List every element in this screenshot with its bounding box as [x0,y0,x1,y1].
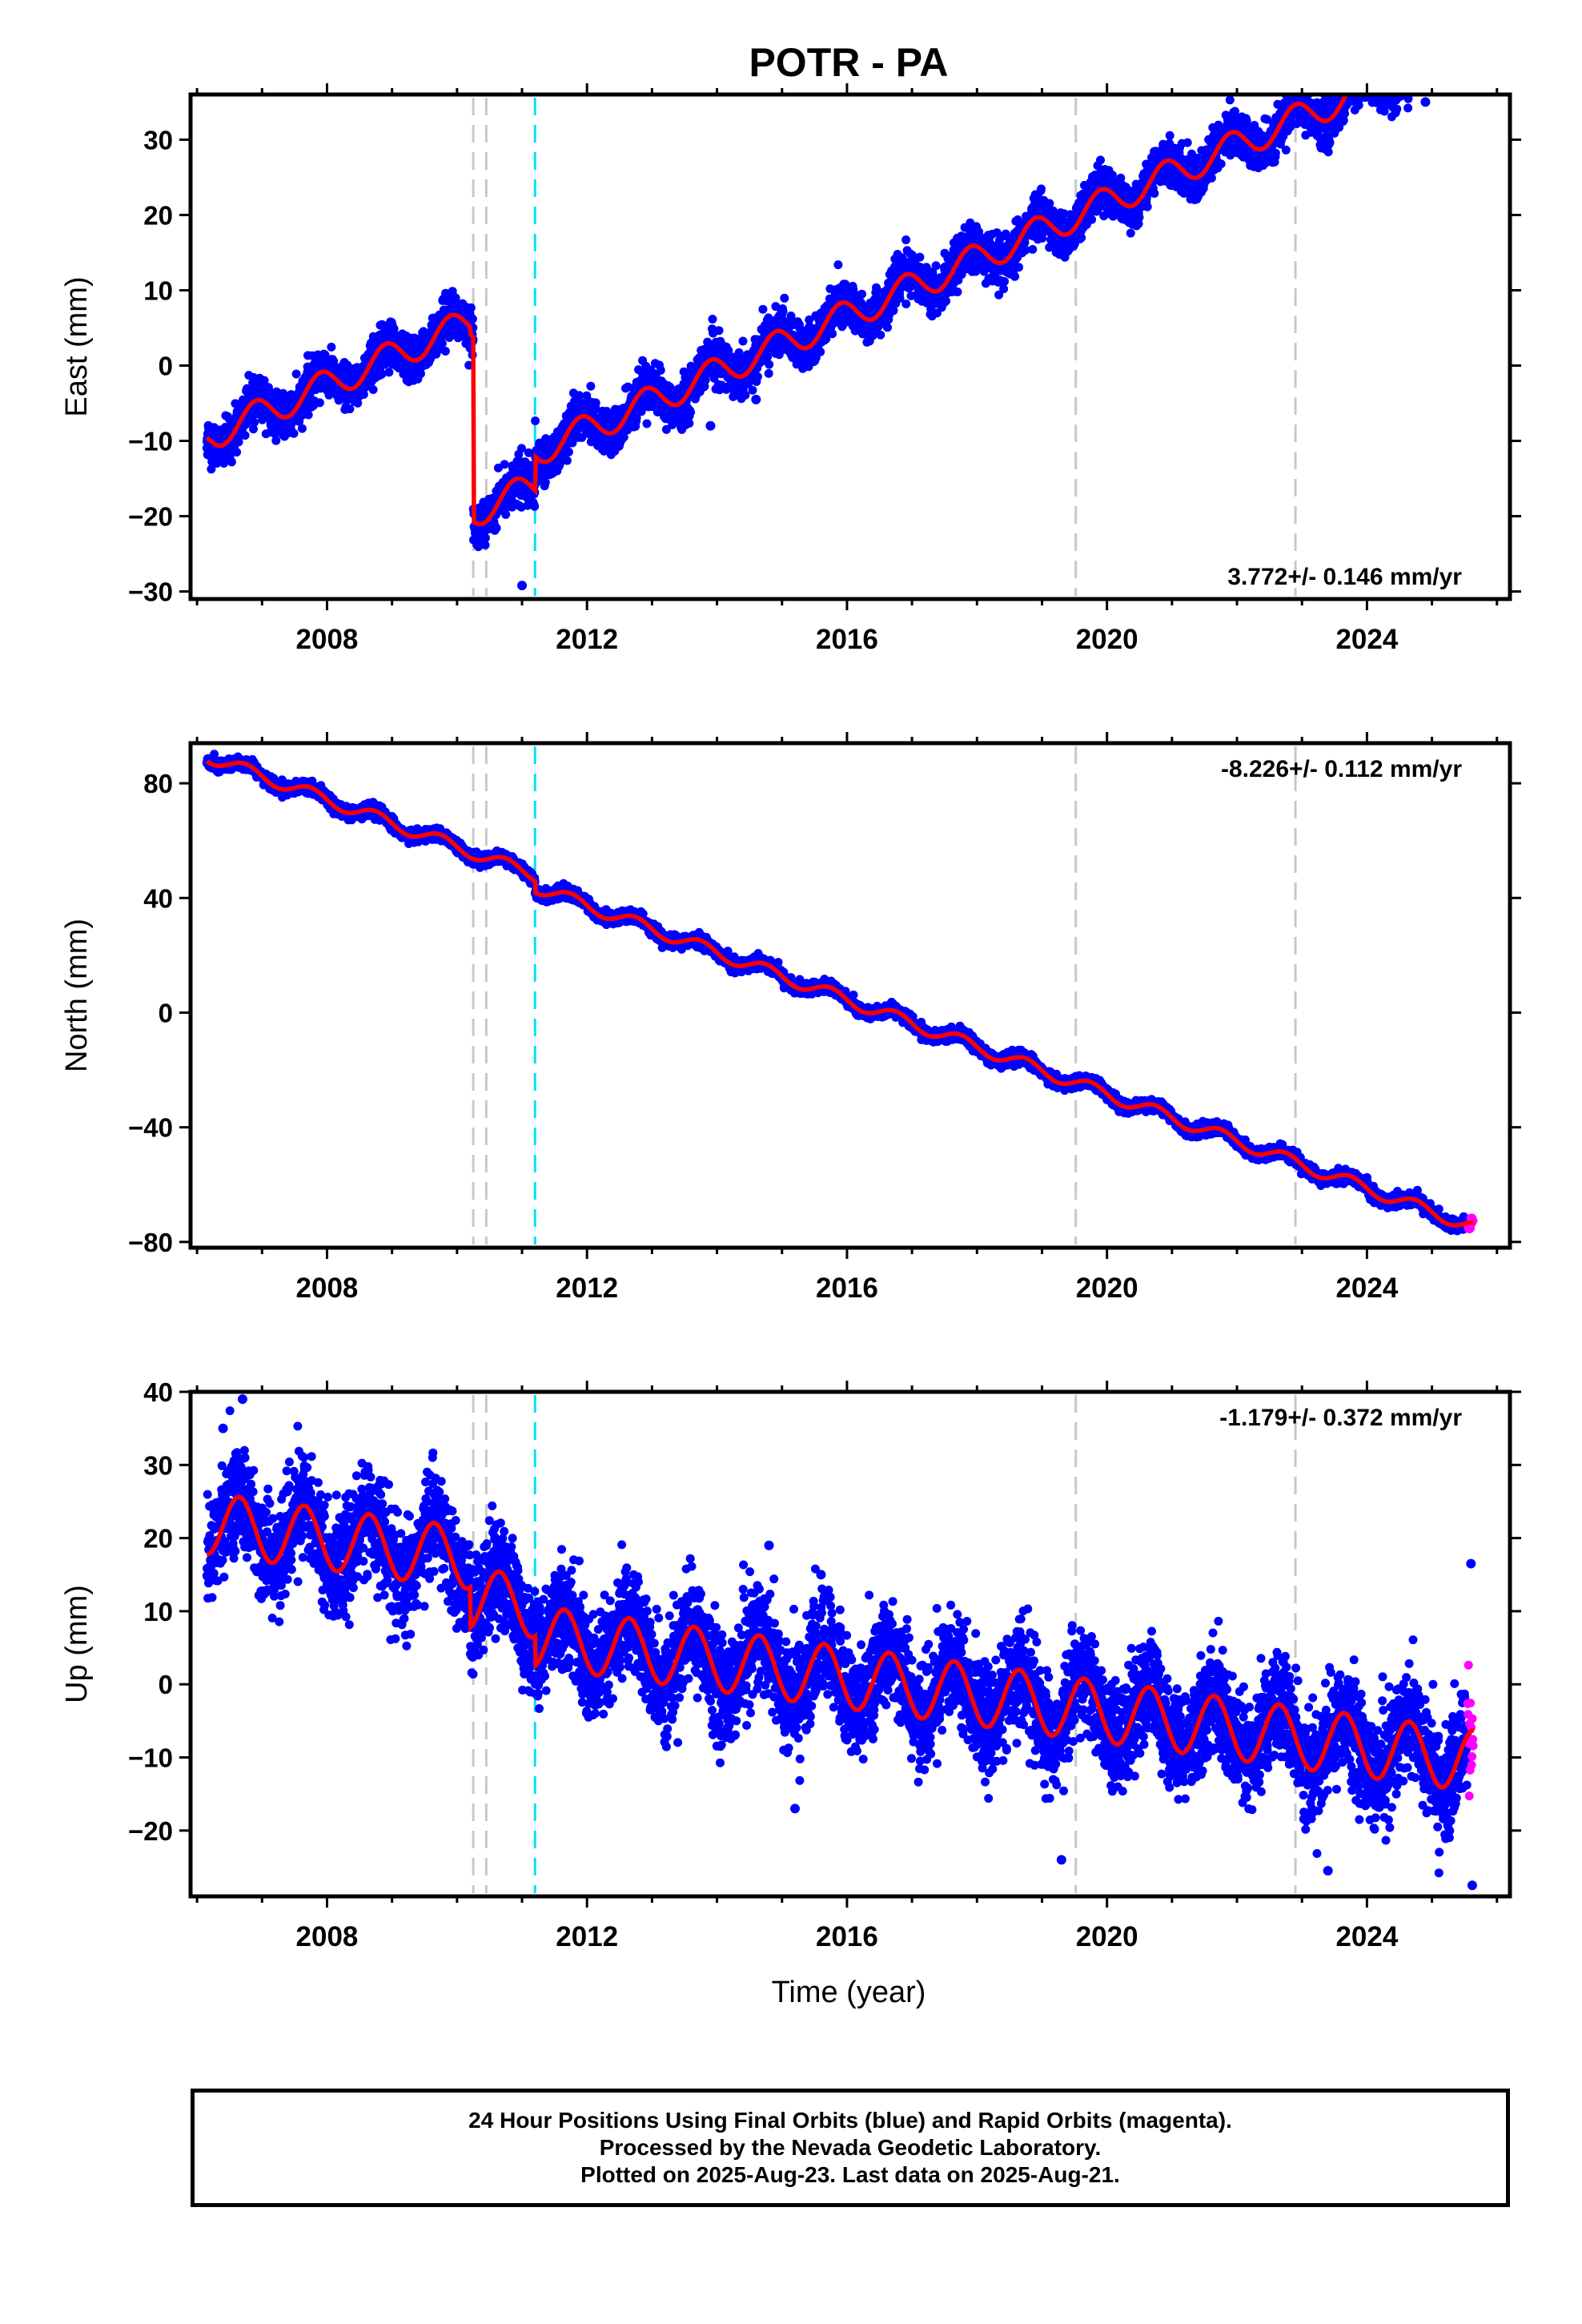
data-point [642,419,652,428]
data-point [665,382,675,392]
data-point [227,457,236,467]
data-point [240,431,250,440]
data-point [942,296,951,306]
data-point [377,369,387,379]
data-point [440,347,450,356]
data-point [480,533,490,543]
data-point [562,456,572,465]
data-point [764,368,773,378]
data-point [320,350,330,360]
data-point [259,376,269,385]
data-point [303,410,313,420]
data-point [738,336,748,346]
data-point [741,390,750,400]
data-point [748,385,757,395]
data-point [953,287,962,296]
data-point [368,385,378,394]
data-point [758,304,768,314]
data-point [345,404,355,414]
data-point [883,323,892,332]
data-point [207,464,216,474]
data-point [232,448,242,457]
data-point [416,369,425,379]
data-point [564,447,573,456]
data-point [1126,228,1135,238]
data-point [915,252,925,262]
data-point [219,459,229,468]
data-point [656,365,665,375]
data-point [384,368,394,377]
data-point [531,416,540,425]
data-point [249,424,258,434]
data-point [530,501,540,511]
data-point [714,326,724,336]
data-point [901,300,911,308]
data-point [586,381,596,391]
data-point [816,347,825,356]
data-point [708,315,717,324]
data-point [234,437,243,447]
data-point [876,330,885,340]
data-point [1010,271,1020,281]
data-point [289,428,299,438]
data-point [753,372,762,381]
data-point [315,398,324,408]
data-point [1087,215,1097,224]
data-point [857,289,866,299]
data-point [492,523,501,533]
data-point [1077,233,1086,243]
data-point [466,303,476,312]
data-point [1096,155,1105,165]
data-point [1037,184,1046,194]
chart-title: POTR - PA [749,40,948,85]
data-point [353,398,363,408]
data-point [686,408,696,417]
data-point [1000,277,1009,286]
data-point [500,460,509,469]
data-point [780,293,789,303]
data-point [271,436,281,445]
data-point [291,369,301,379]
data-point [901,235,911,244]
data-point [468,314,477,324]
data-point [327,342,336,352]
data-point [359,390,368,399]
final-orbit-points [202,94,1431,591]
data-point [1028,244,1038,254]
data-point [297,411,307,420]
data-point [931,261,941,271]
data-point [833,260,843,270]
data-point [250,417,259,427]
data-point [437,339,447,348]
data-point [297,424,307,433]
data-point [828,329,837,339]
data-point [778,307,788,316]
data-point [765,360,774,369]
data-point [1014,263,1023,272]
